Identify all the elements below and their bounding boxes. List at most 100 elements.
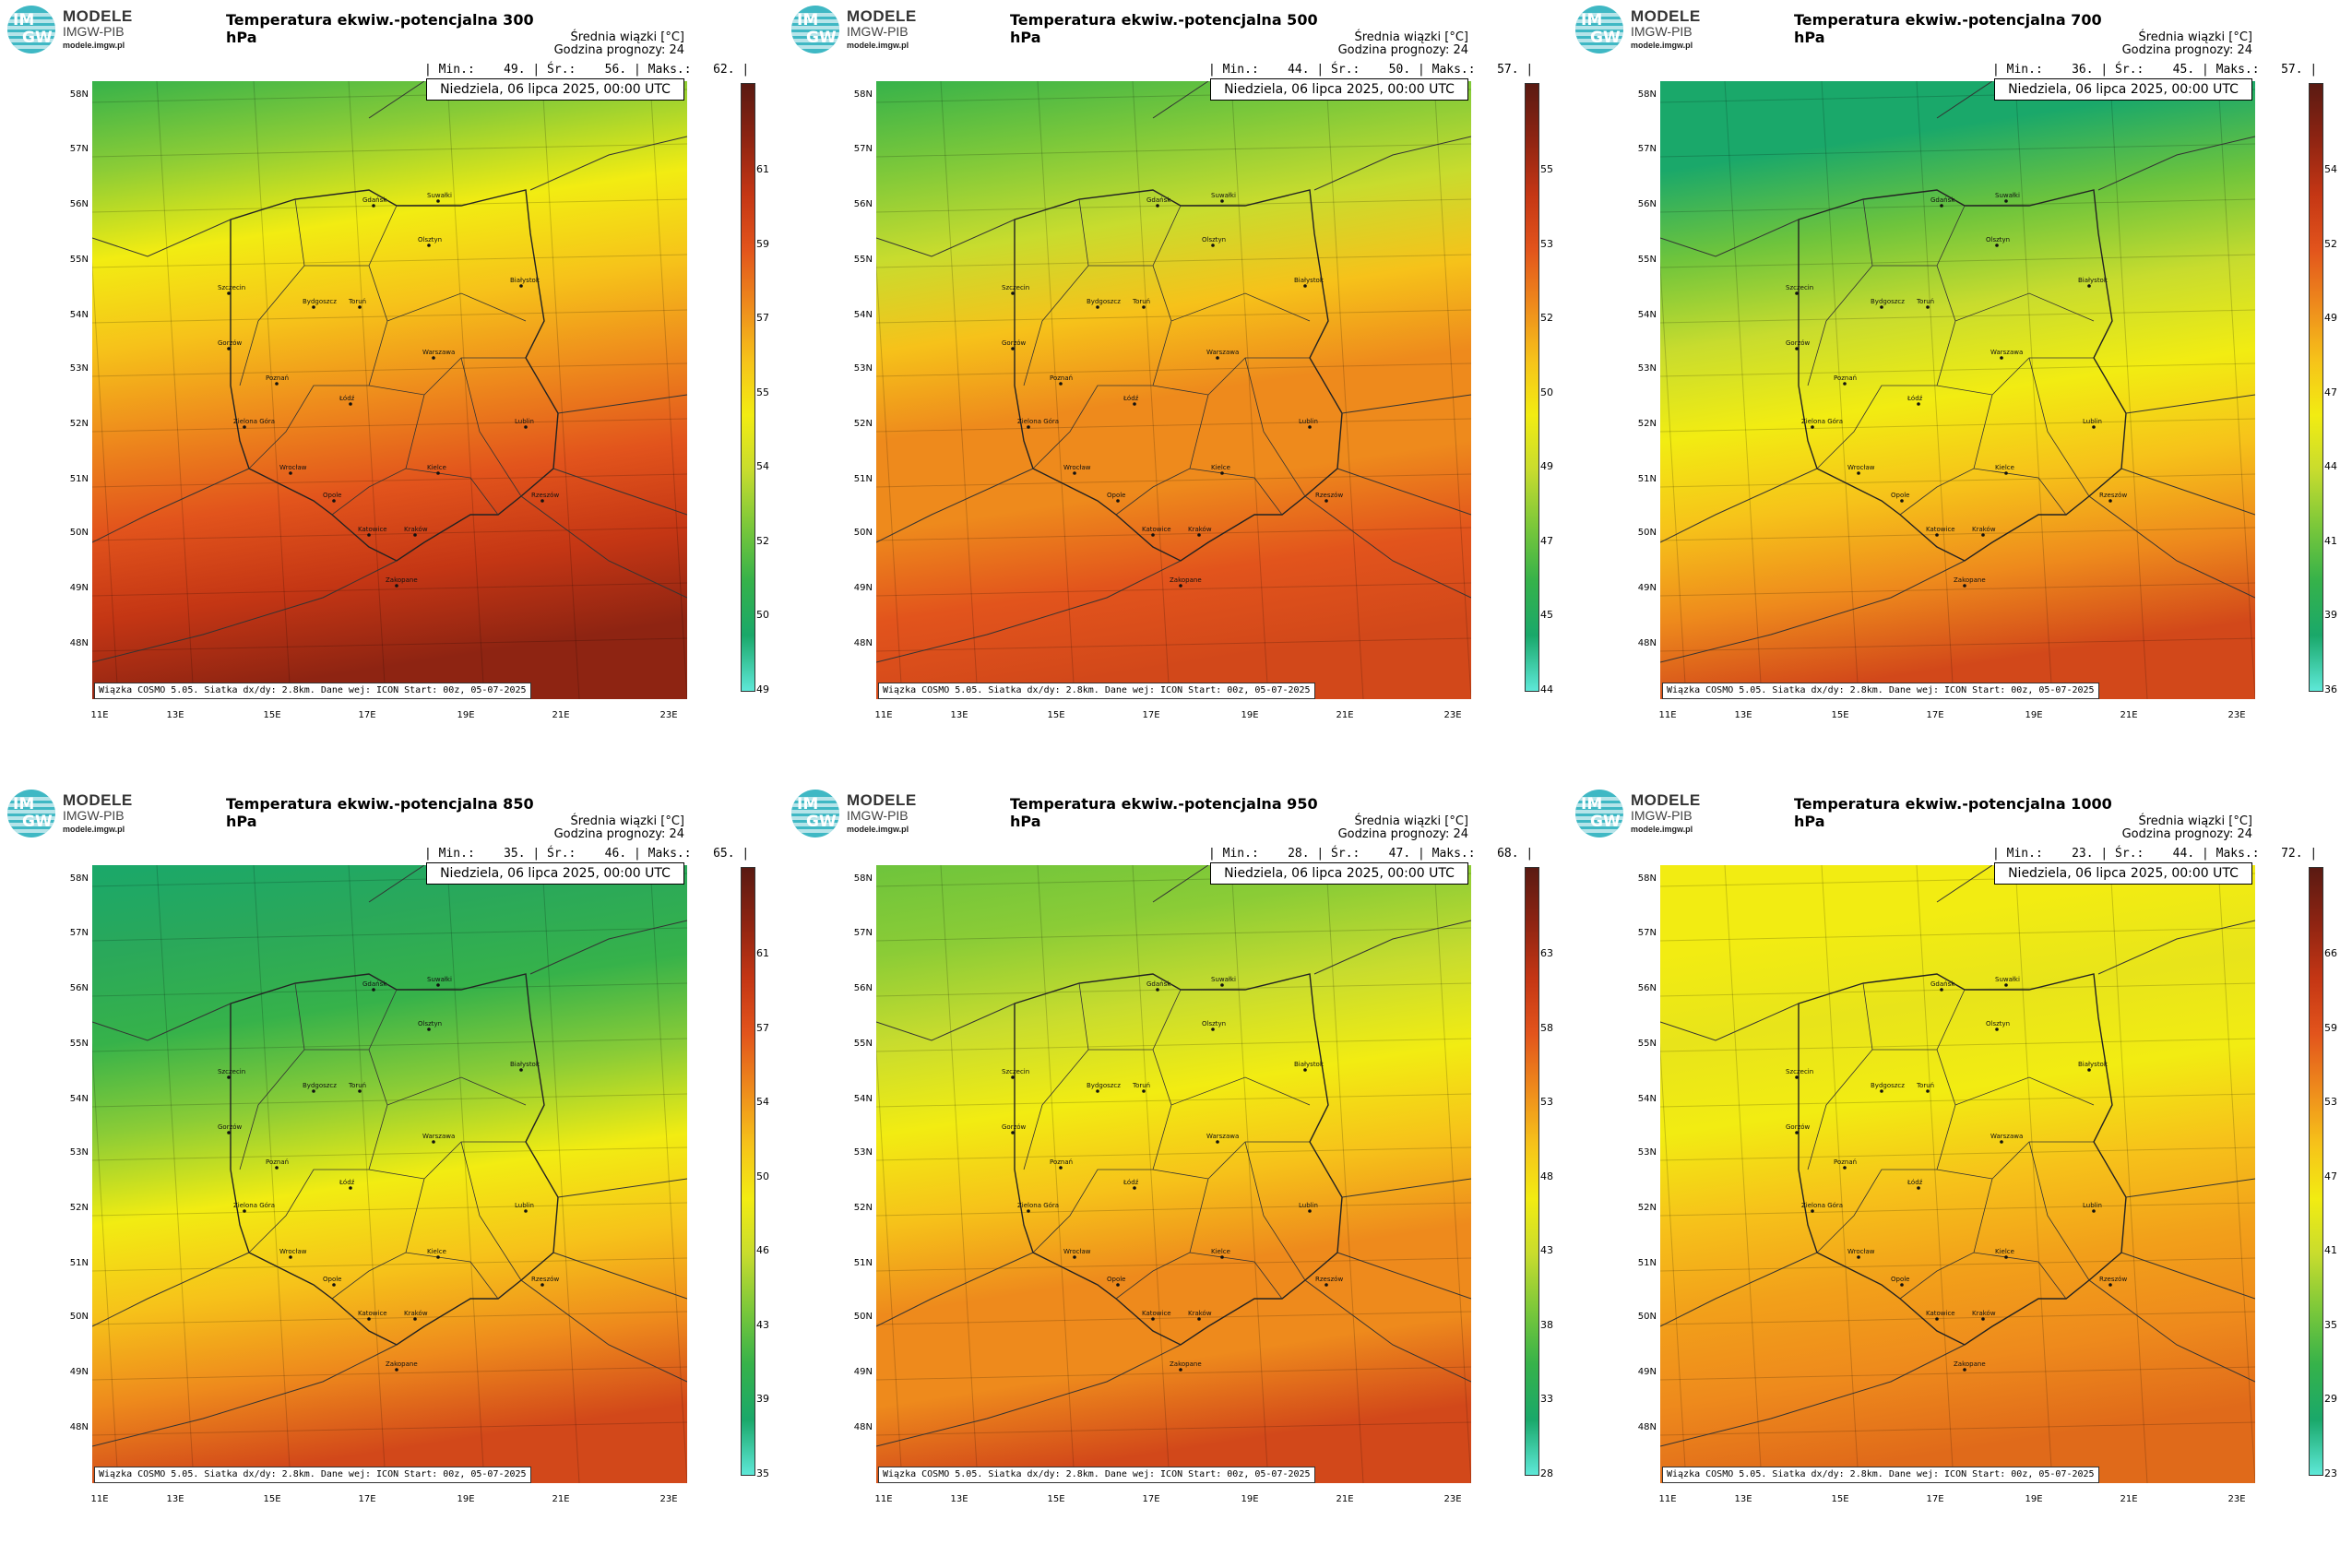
city-label: Wrocław <box>1847 464 1875 471</box>
lat-label: 48N <box>69 1422 89 1432</box>
lon-gridline <box>1325 865 1364 1483</box>
city-label: Poznań <box>1834 1158 1857 1166</box>
lon-label: 21E <box>1336 710 1354 720</box>
city-marker <box>1211 244 1215 247</box>
field-background <box>876 865 1471 1483</box>
colorbar-tick: 49 <box>756 683 769 695</box>
city-label: Białystok <box>2078 277 2108 284</box>
city-marker <box>1795 1075 1799 1079</box>
city-marker <box>1197 1317 1201 1321</box>
lat-gridline <box>1660 309 2255 324</box>
lat-gridline <box>876 1038 1471 1052</box>
lon-gridline <box>1230 81 1269 699</box>
logo-emblem-icon: IM GW <box>791 6 839 53</box>
info-forecast-hour: Godzina prognozy: 24 <box>553 827 684 841</box>
lat-gridline <box>92 1421 687 1436</box>
city-marker <box>1133 402 1136 406</box>
city-marker <box>1963 1368 1966 1372</box>
city-label: Gdańsk <box>1930 196 1955 204</box>
city-marker <box>1981 1317 1985 1321</box>
colorbar-tick: 53 <box>1540 237 1553 250</box>
lat-label: 55N <box>1637 1039 1657 1049</box>
logo-mark-bottom: GW <box>1590 813 1621 831</box>
colorbar-tick: 52 <box>1540 312 1553 324</box>
lat-gridline <box>92 927 687 942</box>
city-label: Warszawa <box>1206 349 1239 356</box>
city-label: Lublin <box>1299 418 1318 425</box>
city-marker <box>1981 533 1985 537</box>
colorbar-tick: 45 <box>1540 609 1553 621</box>
city-marker <box>1917 1186 1920 1190</box>
colorbar-tick: 47 <box>1540 534 1553 547</box>
city-label: Białystok <box>1294 277 1324 284</box>
city-label: Opole <box>1107 1276 1126 1283</box>
map-field: Gdańsk Suwałki Olsztyn Szczecin Białystok Byd… <box>876 865 1471 1483</box>
lat-label: 48N <box>1637 638 1657 648</box>
lat-gridline <box>92 198 687 213</box>
lon-label: 21E <box>552 710 570 720</box>
city-label: Bydgoszcz <box>303 298 337 305</box>
city-marker <box>1073 471 1076 475</box>
colorbar-tick: 63 <box>1540 947 1553 959</box>
lat-gridline <box>1660 1311 2255 1325</box>
city-marker <box>2092 425 2096 429</box>
logo-url: modele.imgw.pl <box>847 41 909 50</box>
city-marker <box>1011 1075 1015 1079</box>
info-forecast-hour: Godzina prognozy: 24 <box>553 43 684 57</box>
colorbar-tick: 57 <box>756 1021 769 1034</box>
logo-mark-top: IM <box>13 11 35 30</box>
lat-label: 58N <box>1637 89 1657 100</box>
city-label: Łódź <box>1907 395 1923 402</box>
city-marker <box>367 1317 371 1321</box>
stats-line: | Min.: 44. | Śr.: 50. | Maks.: 57. | <box>1208 63 1534 77</box>
city-marker <box>436 471 440 475</box>
city-label: Łódź <box>339 395 355 402</box>
city-marker <box>1027 1209 1030 1213</box>
city-marker <box>1308 425 1312 429</box>
forecast-info: Średnia wiązki [°C] Godzina prognozy: 24 <box>554 815 684 841</box>
region-borders <box>1807 198 2095 516</box>
lat-gridline <box>876 927 1471 942</box>
forecast-panel: IM GW MODELE IMGW-PIB modele.imgw.pl Temperat… <box>784 784 1568 1568</box>
info-mean-label: Średnia wiązki [°C] <box>1354 30 1468 44</box>
lon-label: 13E <box>950 710 968 720</box>
city-marker <box>289 1255 292 1259</box>
city-marker <box>2087 284 2091 288</box>
city-marker <box>519 1068 523 1072</box>
lat-label: 52N <box>1637 1203 1657 1213</box>
lat-gridline <box>876 527 1471 541</box>
lon-label: 15E <box>1831 710 1849 720</box>
lat-label: 52N <box>1637 419 1657 429</box>
city-marker <box>275 382 279 386</box>
lon-label: 21E <box>1336 1494 1354 1504</box>
logo-mark-top: IM <box>1581 795 1603 814</box>
country-borders <box>92 865 687 1447</box>
lon-gridline <box>1724 865 1763 1483</box>
city-label: Lublin <box>1299 1202 1318 1209</box>
city-label: Łódź <box>339 1179 355 1186</box>
city-marker <box>427 244 431 247</box>
logo-emblem-icon: IM GW <box>1575 6 1623 53</box>
city-label: Gdańsk <box>362 980 387 988</box>
info-forecast-hour: Godzina prognozy: 24 <box>2121 827 2252 841</box>
lat-gridline <box>876 254 1471 268</box>
lat-label: 58N <box>69 89 89 100</box>
lat-label: 58N <box>853 873 873 884</box>
lat-label: 49N <box>69 583 89 593</box>
city-marker <box>432 1140 435 1144</box>
lat-label: 54N <box>853 310 873 320</box>
city-label: Szczecin <box>1002 1068 1029 1075</box>
lat-label: 55N <box>853 255 873 265</box>
city-label: Poznań <box>266 1158 289 1166</box>
city-marker <box>1900 1283 1904 1287</box>
city-label: Toruń <box>348 1082 366 1089</box>
model-footer: Wiązka COSMO 5.05. Siatka dx/dy: 2.8km. … <box>94 683 531 699</box>
lon-gridline <box>876 1042 903 1483</box>
city-marker <box>227 1075 231 1079</box>
lon-label: 23E <box>1443 710 1462 720</box>
lat-label: 57N <box>853 928 873 938</box>
logo-mark-top: IM <box>797 11 819 30</box>
lon-label: 15E <box>263 1494 281 1504</box>
forecast-date: Niedziela, 06 lipca 2025, 00:00 UTC <box>426 862 684 885</box>
city-marker <box>1220 1255 1224 1259</box>
